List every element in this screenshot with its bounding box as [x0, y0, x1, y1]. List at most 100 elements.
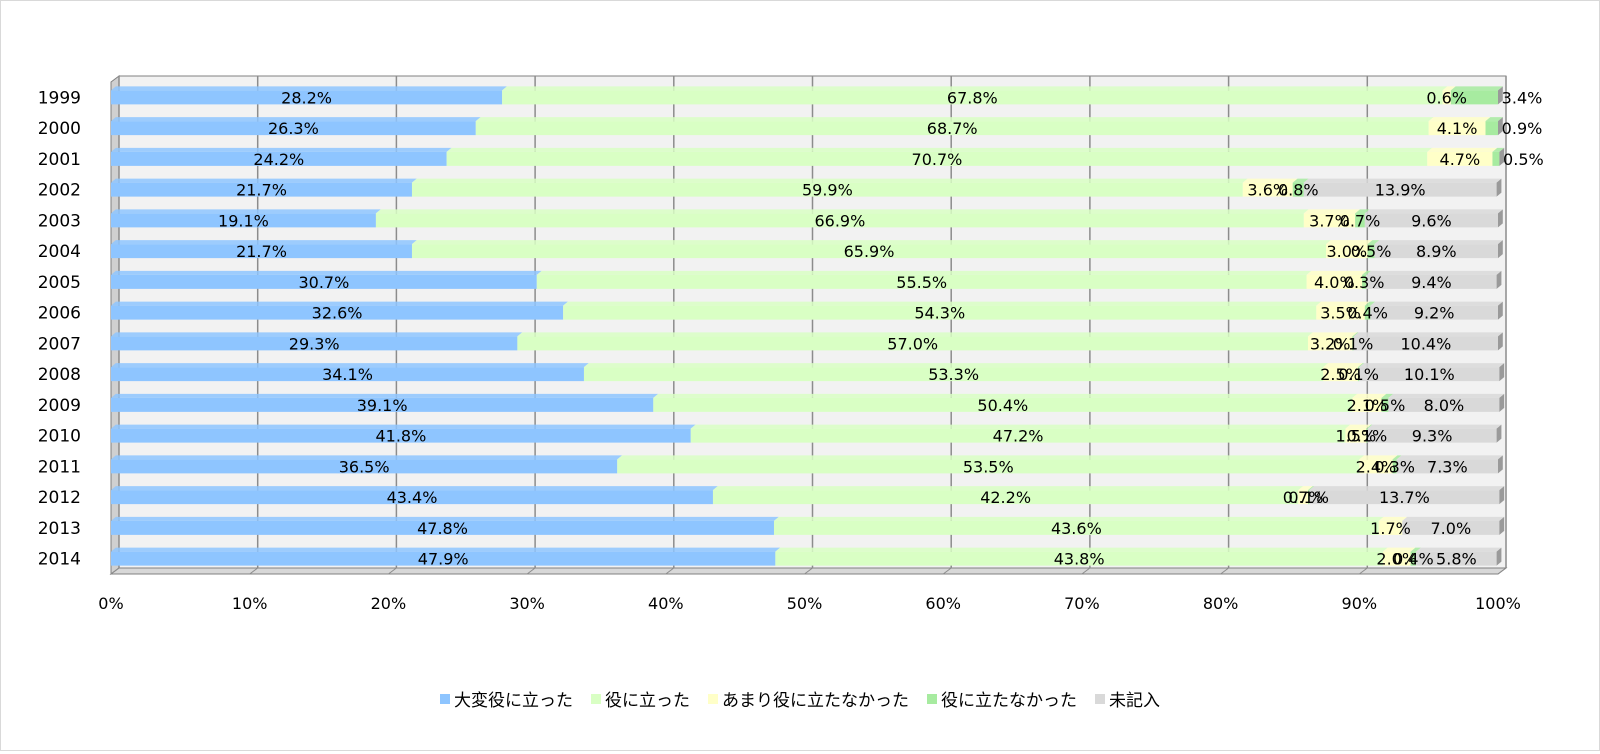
bar-end-cap	[1496, 270, 1502, 289]
grid-line-floor	[110, 567, 120, 575]
data-label: 9.4%	[1411, 273, 1452, 292]
data-label: 47.2%	[993, 427, 1044, 446]
grid-line-floor	[804, 567, 813, 575]
bar-segment-2001-3	[1427, 151, 1493, 166]
data-label: 41.8%	[375, 427, 426, 446]
grid-line-floor	[1497, 567, 1507, 575]
data-label: 0.5%	[1503, 150, 1544, 169]
y-tick-label: 2007	[38, 334, 81, 354]
data-label: 5.8%	[1436, 550, 1477, 569]
bar-segment-2002-4	[1292, 182, 1304, 197]
bar-segment-2008-2	[583, 367, 1324, 382]
bar-segment-2010-2	[690, 428, 1346, 443]
bar-top-face	[1396, 455, 1503, 460]
bar-top-face	[1382, 547, 1416, 552]
bar-segment-2006-5	[1370, 305, 1498, 320]
data-label: 4.1%	[1437, 119, 1478, 138]
bar-top-face	[563, 301, 1322, 306]
bar-segment-2005-5	[1366, 274, 1497, 289]
data-label: 28.2%	[281, 88, 332, 107]
bar-top-face	[475, 117, 1434, 122]
data-label: 67.8%	[947, 88, 998, 107]
bar-top-face	[1364, 209, 1503, 214]
bar-segment-2002-3	[1242, 182, 1293, 197]
bar-segment-2012-4	[1307, 490, 1310, 505]
bar-top-face	[617, 455, 1365, 460]
data-label: 30.7%	[298, 273, 349, 292]
data-label: 26.3%	[268, 119, 319, 138]
data-label: 9.2%	[1414, 304, 1455, 323]
bar-top-face	[1359, 455, 1398, 460]
data-label: 29.3%	[289, 334, 340, 353]
data-label: 0.4%	[1393, 550, 1434, 569]
bar-segment-2009-1	[111, 397, 654, 412]
bar-end-cap	[1498, 455, 1503, 474]
data-label: 2.5%	[1320, 365, 1361, 384]
bar-top-face	[111, 486, 718, 491]
bar-top-face	[1402, 516, 1505, 521]
bar-top-face	[1370, 301, 1503, 306]
bar-top-face	[583, 363, 1329, 368]
data-label: 10.1%	[1404, 365, 1455, 384]
bar-top-face	[1307, 332, 1358, 337]
bar-top-face	[1378, 516, 1408, 521]
data-label: 3.5%	[1320, 304, 1361, 323]
data-label: 0.1%	[1347, 427, 1388, 446]
bar-segment-2005-3	[1306, 274, 1363, 289]
bar-segment-2012-5	[1309, 490, 1500, 505]
y-tick-label: 2005	[38, 273, 81, 293]
bar-segment-2006-1	[111, 305, 564, 320]
x-tick-label: 100%	[1475, 594, 1521, 613]
data-label: 10.4%	[1400, 334, 1451, 353]
grid-line-floor	[1220, 567, 1229, 575]
data-label: 7.3%	[1427, 457, 1468, 476]
data-label: 3.4%	[1502, 88, 1543, 107]
bar-top-face	[1492, 147, 1505, 152]
bar-segment-2001-1	[111, 151, 447, 166]
data-label: 70.7%	[912, 150, 963, 169]
x-tick-label: 30%	[509, 594, 545, 613]
x-tick-label: 70%	[1064, 594, 1100, 613]
legend-label: あまり役に立たなかった	[722, 691, 909, 711]
bar-segment-2009-5	[1388, 397, 1500, 412]
bar-end-cap	[1496, 424, 1502, 443]
bar-segment-2007-4	[1352, 336, 1354, 351]
y-tick-label: 2004	[38, 242, 81, 262]
bar-top-face	[375, 209, 1309, 214]
bar-top-face	[1352, 393, 1387, 398]
data-label: 47.9%	[418, 550, 469, 569]
data-label: 2.0%	[1376, 550, 1417, 569]
bar-segment-2002-5	[1303, 182, 1497, 197]
y-tick-label: 2006	[38, 304, 81, 324]
bar-segment-2004-1	[111, 244, 412, 259]
data-label: 43.8%	[1054, 550, 1105, 569]
bar-end-cap	[1498, 209, 1503, 228]
bar-top-face	[111, 86, 507, 91]
bar-segment-2008-3	[1323, 367, 1358, 382]
bar-top-face	[690, 424, 1351, 429]
bar-segment-2003-5	[1364, 213, 1498, 228]
bar-segment-2001-4	[1492, 151, 1500, 166]
x-tick-label: 90%	[1342, 594, 1378, 613]
data-label: 2.1%	[1347, 396, 1388, 415]
data-label: 9.6%	[1411, 211, 1452, 230]
bar-top-face	[1416, 547, 1502, 552]
bar-top-face	[111, 332, 523, 337]
bar-top-face	[1359, 363, 1505, 368]
bar-segment-2008-1	[111, 367, 584, 382]
bar-segment-2005-1	[111, 274, 537, 289]
legend-item: 未記入	[1095, 686, 1160, 711]
grid-line-floor	[942, 567, 952, 575]
bar-segment-2011-5	[1396, 459, 1498, 474]
data-label: 0.8%	[1278, 181, 1319, 200]
y-tick-label: 2011	[38, 457, 81, 477]
legend-item: あまり役に立たなかった	[708, 686, 909, 711]
x-tick-label: 10%	[232, 594, 268, 613]
legend-item: 役に立った	[591, 686, 690, 711]
bar-segment-2003-3	[1303, 213, 1356, 228]
bar-segment-2013-3	[1378, 520, 1403, 535]
bar-segment-2002-1	[111, 182, 412, 197]
data-label: 53.3%	[928, 365, 979, 384]
data-label: 2.4%	[1356, 457, 1397, 476]
bar-top-face	[1307, 486, 1315, 491]
